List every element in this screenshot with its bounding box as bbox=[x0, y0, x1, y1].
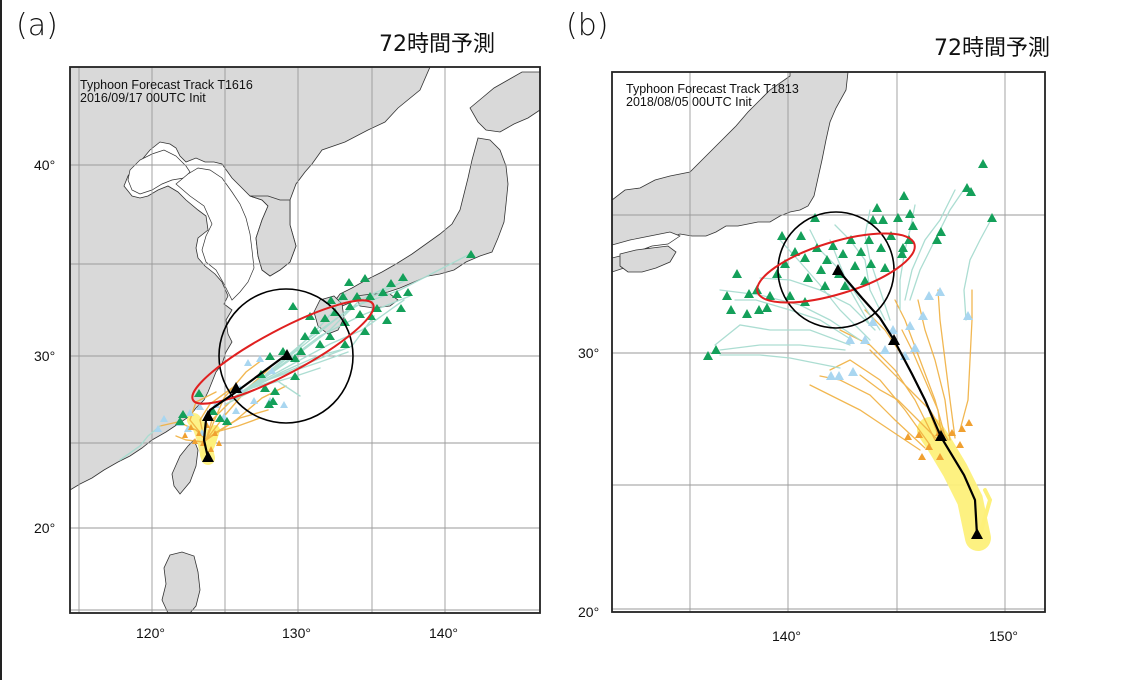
markers-48h-b bbox=[826, 287, 973, 380]
mean-track-b bbox=[837, 269, 979, 536]
probability-circle-a bbox=[218, 288, 354, 424]
map-frame-b bbox=[611, 71, 1046, 613]
markers-24h-a bbox=[182, 422, 222, 452]
forecast-horizon-label-a: 72時間予測 bbox=[379, 32, 495, 57]
map-title-b-line1: Typhoon Forecast Track T1813 bbox=[626, 82, 799, 96]
x-tick-a-130: 130° bbox=[282, 625, 311, 641]
land-hokkaido bbox=[469, 71, 540, 133]
x-tick-b-150: 150° bbox=[989, 628, 1018, 644]
map-panel-a: Typhoon Forecast Track T1616 2016/09/17 … bbox=[34, 66, 541, 641]
map-title-a-line2: 2016/09/17 00UTC Init bbox=[80, 91, 206, 105]
uncertainty-ellipse-a bbox=[191, 299, 375, 405]
land-honshu-b bbox=[612, 72, 849, 273]
mean-track-markers-b bbox=[832, 264, 983, 539]
y-tick-a-30: 30° bbox=[34, 348, 55, 364]
y-tick-b-20: 20° bbox=[578, 604, 599, 620]
uncertainty-ellipse-b bbox=[756, 232, 916, 304]
markers-72h-b bbox=[703, 159, 997, 360]
y-tick-b-30: 30° bbox=[578, 345, 599, 361]
map-title-b-line2: 2018/08/05 00UTC Init bbox=[626, 95, 752, 109]
x-tick-a-120: 120° bbox=[136, 625, 165, 641]
land-korea bbox=[249, 195, 297, 277]
land-shikoku-b bbox=[619, 245, 677, 273]
map-frame-a bbox=[69, 66, 541, 614]
y-tick-a-40: 40° bbox=[34, 157, 55, 173]
x-tick-a-140: 140° bbox=[429, 625, 458, 641]
land-luzon bbox=[161, 551, 201, 613]
left-border-line bbox=[0, 0, 2, 680]
panel-label-a: (a) bbox=[16, 8, 58, 43]
map-panel-b: Typhoon Forecast Track T1813 2018/08/05 … bbox=[578, 71, 1046, 644]
ensemble-tracks-a bbox=[119, 250, 476, 465]
markers-24h-b bbox=[904, 419, 973, 460]
graticule bbox=[70, 67, 540, 613]
mean-track-markers-a bbox=[202, 349, 293, 462]
panel-label-b: (b) bbox=[566, 8, 609, 43]
x-tick-b-140: 140° bbox=[772, 628, 801, 644]
markers-72h-a bbox=[175, 250, 476, 425]
forecast-horizon-label-b: 72時間予測 bbox=[934, 36, 1050, 61]
y-tick-a-20: 20° bbox=[34, 520, 55, 536]
map-title-a-line1: Typhoon Forecast Track T1616 bbox=[80, 78, 253, 92]
